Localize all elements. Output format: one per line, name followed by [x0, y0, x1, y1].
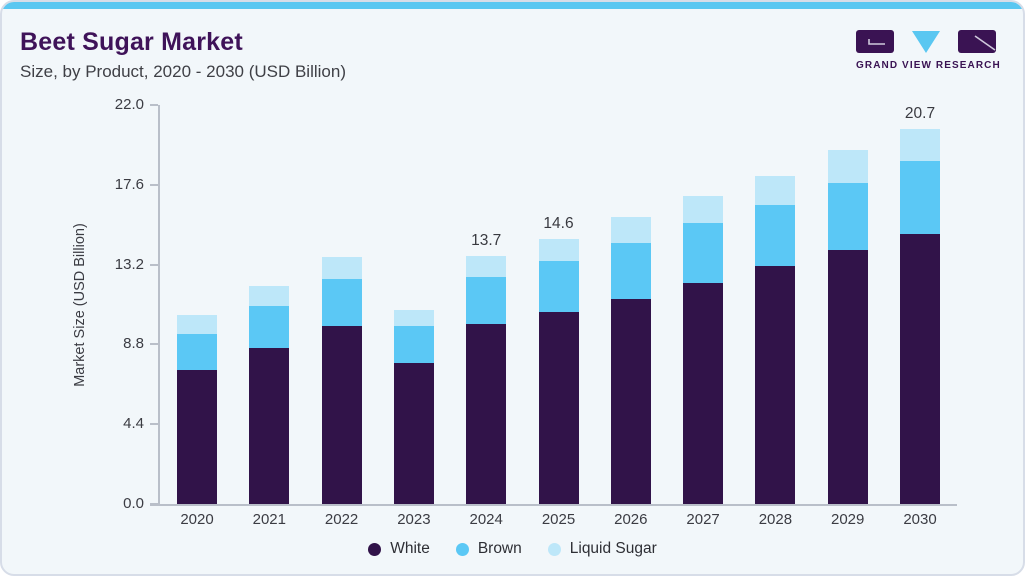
legend-dot-icon: [368, 542, 382, 556]
bar-segment-liquid-sugar: [900, 128, 940, 162]
bar-segment-white: [827, 250, 868, 504]
x-tick-label: 2022: [324, 511, 359, 528]
chart-legend: White Brown Liquid Sugar: [2, 540, 1023, 558]
bar-segment-white: [177, 369, 217, 504]
bar-segment-liquid-sugar: [755, 175, 796, 205]
chart-title: Beet Sugar Market: [20, 28, 243, 56]
gvr-logo: GRAND VIEW RESEARCH: [856, 30, 1001, 71]
y-tick-label: 13.2: [114, 255, 144, 273]
y-tick: [150, 503, 158, 505]
logo-text: GRAND VIEW RESEARCH: [856, 60, 1001, 71]
x-axis-line: [150, 504, 957, 506]
legend-item-liquid-sugar: Liquid Sugar: [547, 540, 657, 558]
bar-segment-brown: [466, 277, 507, 325]
bar-segment-liquid-sugar: [610, 217, 651, 243]
bar-segment-white: [610, 299, 651, 504]
bar-segment-liquid-sugar: [321, 257, 362, 280]
bar-segment-brown: [321, 279, 362, 327]
bar-segment-white: [538, 311, 579, 504]
logo-g-glyph: [868, 39, 885, 45]
bar-segment-liquid-sugar: [393, 309, 434, 327]
bar-segment-brown: [827, 182, 868, 251]
legend-dot-icon: [547, 542, 561, 556]
legend-label: Liquid Sugar: [569, 540, 657, 557]
bar-segment-brown: [177, 333, 217, 370]
legend-item-white: White: [368, 540, 430, 558]
logo-r-mark-icon: [958, 30, 996, 53]
bar-segment-brown: [683, 222, 724, 283]
x-tick-label: 2028: [758, 511, 793, 528]
x-tick-label: 2024: [469, 511, 503, 528]
bar-value-label: 20.7: [904, 104, 936, 122]
x-tick-label: 2026: [614, 511, 648, 528]
y-tick: [150, 423, 158, 426]
bar-segment-liquid-sugar: [827, 150, 868, 183]
bar-segment-liquid-sugar: [466, 255, 507, 278]
bar-segment-white: [900, 233, 940, 504]
y-axis-line: [158, 105, 160, 504]
y-tick: [150, 343, 158, 346]
logo-v-triangle-icon: [912, 31, 940, 53]
y-axis-title: Market Size (USD Billion): [72, 222, 88, 387]
bar-segment-white: [393, 362, 434, 504]
x-tick-label: 2025: [541, 511, 576, 528]
bar-segment-liquid-sugar: [538, 239, 579, 261]
y-tick-label: 8.8: [123, 335, 144, 353]
bar-segment-white: [683, 282, 724, 504]
legend-item-brown: Brown: [455, 540, 522, 558]
legend-label: Brown: [477, 540, 522, 557]
gvr-logo-marks: [856, 30, 996, 54]
x-tick-label: 2021: [252, 511, 286, 528]
bar-value-label: 14.6: [543, 215, 574, 233]
bar-segment-brown: [538, 260, 579, 312]
bar-segment-white: [466, 324, 507, 504]
x-tick-label: 2029: [831, 511, 865, 528]
bar-segment-brown: [900, 161, 940, 234]
y-tick-label: 0.0: [123, 495, 144, 512]
top-accent-strip: [2, 2, 1023, 9]
bar-segment-white: [321, 326, 362, 504]
legend-label: White: [390, 540, 430, 557]
bar-segment-liquid-sugar: [177, 315, 217, 334]
bar-segment-liquid-sugar: [249, 286, 290, 307]
bar-segment-brown: [610, 242, 651, 300]
y-tick: [150, 104, 158, 106]
y-tick: [150, 183, 158, 186]
x-tick-label: 2030: [903, 511, 937, 528]
chart-subtitle: Size, by Product, 2020 - 2030 (USD Billi…: [20, 62, 346, 81]
x-tick-label: 2027: [686, 511, 720, 528]
logo-g-mark-icon: [856, 30, 894, 53]
bar-segment-white: [755, 266, 796, 504]
bar-value-label: 13.7: [471, 231, 502, 249]
bar-segment-brown: [249, 306, 290, 349]
chart-header: Beet Sugar Market Size, by Product, 2020…: [20, 28, 346, 82]
y-tick: [150, 263, 158, 266]
logo-r-glyph: [974, 35, 996, 51]
bar-segment-brown: [755, 204, 796, 267]
y-tick-label: 22.0: [114, 96, 144, 113]
x-tick-label: 2023: [397, 511, 431, 528]
y-tick-label: 17.6: [114, 175, 144, 193]
bar-segment-brown: [393, 326, 434, 363]
y-tick-label: 4.4: [123, 415, 144, 433]
bar-segment-white: [249, 348, 290, 504]
x-tick-label: 2020: [180, 511, 214, 528]
bar-segment-liquid-sugar: [683, 195, 724, 223]
legend-dot-icon: [455, 542, 469, 556]
